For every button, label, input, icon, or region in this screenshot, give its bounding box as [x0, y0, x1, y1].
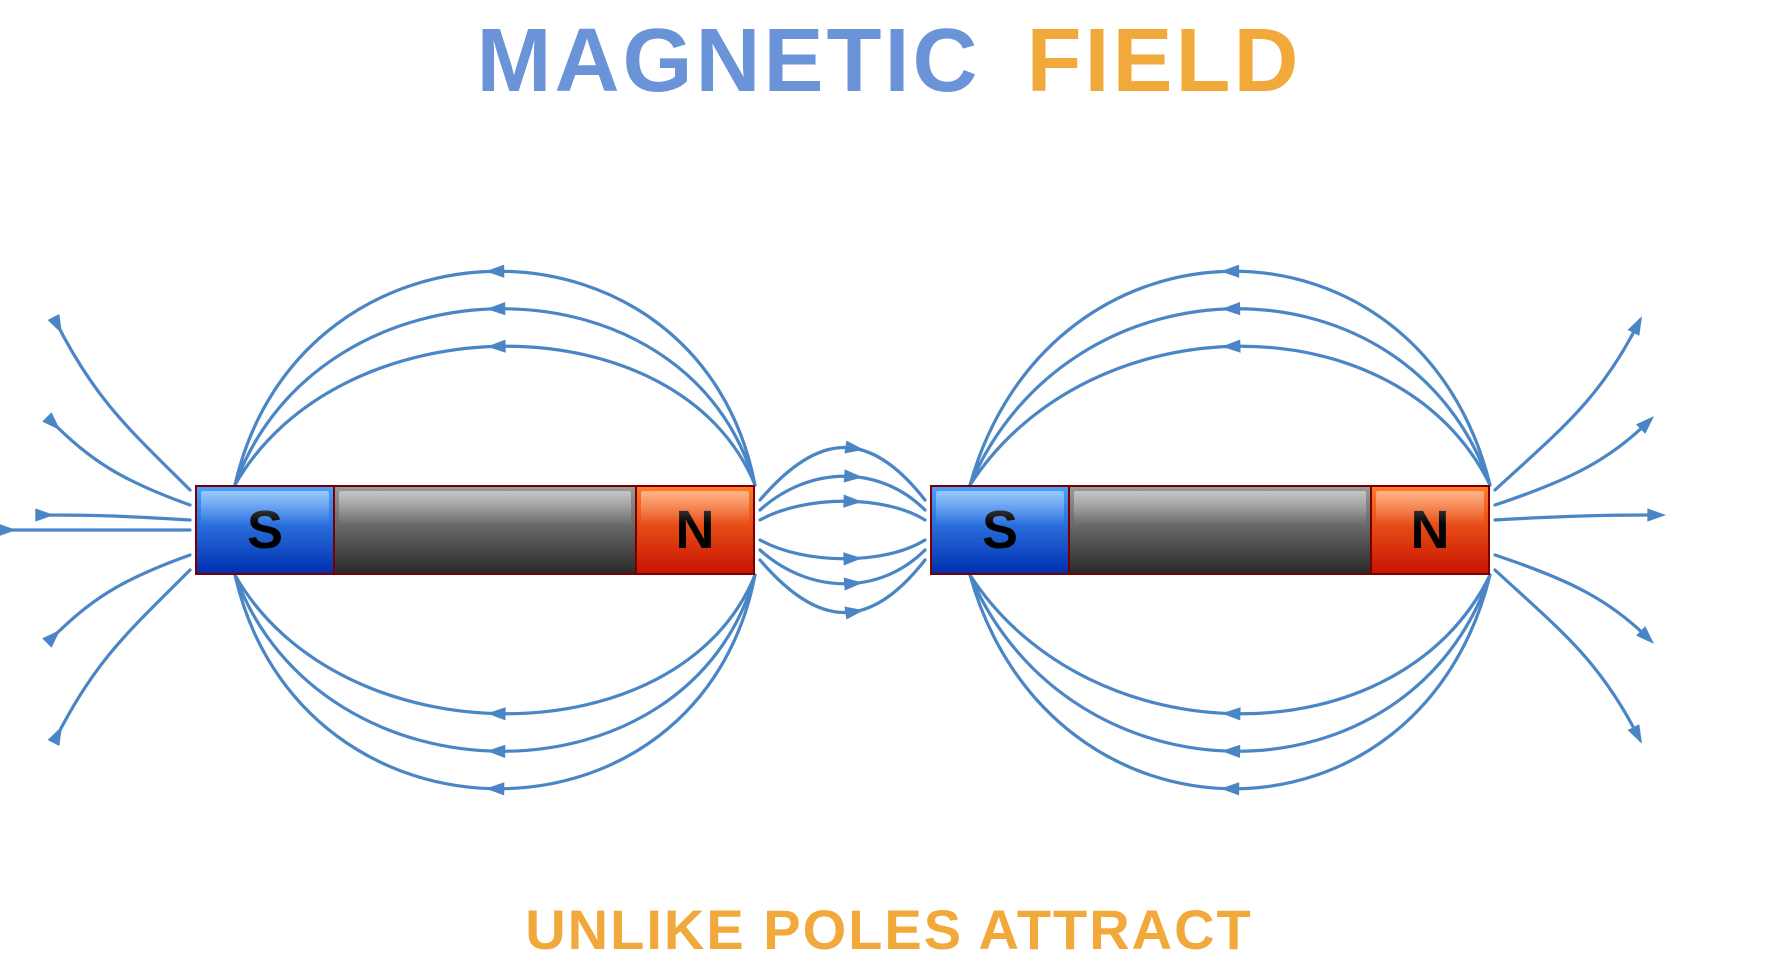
gloss — [1074, 491, 1366, 525]
gloss — [339, 491, 631, 525]
magnet-right-body — [1070, 485, 1370, 575]
pole-label-north: N — [1411, 499, 1450, 561]
pole-label-south: S — [247, 499, 283, 561]
bar-magnet-right: S N — [930, 485, 1490, 575]
pole-label-south: S — [982, 499, 1018, 561]
magnet-left-south-pole: S — [195, 485, 335, 575]
diagram-stage: MAGNETIC FIELD S N S N UNLIKE POLE — [0, 0, 1778, 980]
magnet-left-north-pole: N — [635, 485, 755, 575]
bar-magnet-left: S N — [195, 485, 755, 575]
diagram-subtitle: UNLIKE POLES ATTRACT — [0, 897, 1778, 962]
magnet-right-north-pole: N — [1370, 485, 1490, 575]
pole-label-north: N — [676, 499, 715, 561]
magnet-left-body — [335, 485, 635, 575]
magnet-right-south-pole: S — [930, 485, 1070, 575]
